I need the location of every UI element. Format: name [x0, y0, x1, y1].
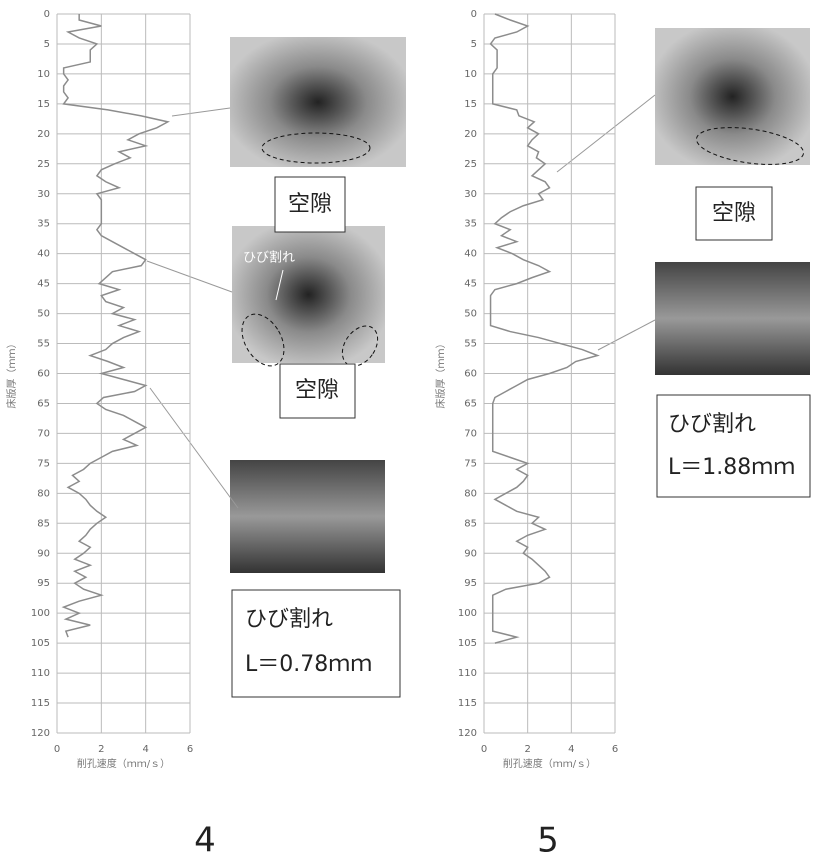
y-tick-label: 5: [471, 39, 477, 50]
y-tick-label: 65: [464, 398, 477, 409]
y-axis-title: 床版厚（ｍｍ）: [5, 339, 18, 409]
y-tick-label: 110: [31, 668, 50, 679]
photo: [655, 262, 810, 375]
x-tick-label: 4: [142, 744, 148, 755]
arrow: [598, 320, 655, 350]
x-tick-label: 4: [568, 744, 574, 755]
y-tick-label: 50: [37, 309, 50, 320]
photo: [655, 28, 810, 165]
y-tick-label: 10: [37, 69, 50, 80]
y-tick-label: 40: [464, 249, 477, 260]
annotation: 空隙: [712, 201, 756, 226]
y-tick-label: 0: [471, 9, 477, 20]
y-tick-label: 5: [44, 39, 50, 50]
y-tick-label: 95: [464, 578, 477, 589]
photo: [232, 226, 385, 363]
y-tick-label: 35: [37, 219, 50, 230]
y-tick-label: 100: [458, 608, 477, 619]
y-tick-label: 90: [464, 548, 477, 559]
annotation: 空隙: [288, 192, 332, 217]
y-tick-label: 30: [37, 189, 50, 200]
photo: [230, 37, 406, 167]
y-tick-label: 45: [37, 279, 50, 290]
arrow: [172, 108, 230, 116]
y-tick-label: 65: [37, 398, 50, 409]
y-tick-label: 90: [37, 548, 50, 559]
x-tick-label: 6: [612, 744, 618, 755]
y-tick-label: 110: [458, 668, 477, 679]
x-tick-label: 2: [98, 744, 104, 755]
y-tick-label: 75: [464, 458, 477, 469]
y-tick-label: 85: [37, 518, 50, 529]
annotation: ひび割れ: [668, 412, 756, 437]
y-tick-label: 25: [464, 159, 477, 170]
y-tick-label: 15: [37, 99, 50, 110]
y-tick-label: 80: [37, 488, 50, 499]
x-axis-title: 削孔速度（ｍｍ/ｓ）: [77, 757, 170, 770]
y-tick-label: 115: [31, 698, 50, 709]
x-tick-label: 0: [54, 744, 60, 755]
y-tick-label: 120: [31, 728, 50, 739]
y-axis-title: 床版厚（ｍｍ）: [434, 339, 447, 409]
y-tick-label: 25: [37, 159, 50, 170]
x-tick-label: 6: [187, 744, 193, 755]
y-tick-label: 60: [464, 369, 477, 380]
panel-label: 4: [194, 821, 216, 861]
y-tick-label: 30: [464, 189, 477, 200]
arrow: [150, 388, 238, 508]
y-tick-label: 80: [464, 488, 477, 499]
y-tick-label: 105: [458, 638, 477, 649]
x-tick-label: 2: [524, 744, 530, 755]
y-tick-label: 85: [464, 518, 477, 529]
y-tick-label: 20: [464, 129, 477, 140]
y-tick-label: 55: [37, 339, 50, 350]
y-tick-label: 115: [458, 698, 477, 709]
y-tick-label: 45: [464, 279, 477, 290]
y-tick-label: 70: [37, 428, 50, 439]
x-axis-title: 削孔速度（ｍｍ/ｓ）: [503, 757, 596, 770]
y-tick-label: 35: [464, 219, 477, 230]
photo: [230, 460, 385, 573]
y-tick-label: 20: [37, 129, 50, 140]
figure: 空隙 空隙 ひび割れ ひび割れ L＝0.78ｍｍ 空隙 ひび割れ L＝1.88ｍ…: [0, 0, 830, 865]
y-tick-label: 55: [464, 339, 477, 350]
annotation: L＝1.88ｍｍ: [668, 455, 795, 480]
y-tick-label: 15: [464, 99, 477, 110]
y-tick-label: 75: [37, 458, 50, 469]
y-tick-label: 40: [37, 249, 50, 260]
y-tick-label: 70: [464, 428, 477, 439]
y-tick-label: 10: [464, 69, 477, 80]
data-line: [491, 14, 598, 643]
y-tick-label: 120: [458, 728, 477, 739]
y-tick-label: 95: [37, 578, 50, 589]
annotation: ひび割れ: [243, 250, 295, 266]
x-tick-label: 0: [481, 744, 487, 755]
y-tick-label: 0: [44, 9, 50, 20]
y-tick-label: 100: [31, 608, 50, 619]
data-line: [64, 14, 168, 637]
annotation: L＝0.78ｍｍ: [245, 652, 372, 677]
y-tick-label: 105: [31, 638, 50, 649]
annotation: 空隙: [295, 378, 339, 403]
panel-label: 5: [537, 821, 559, 861]
annotation-box: [657, 395, 810, 497]
y-tick-label: 60: [37, 369, 50, 380]
annotation: ひび割れ: [245, 607, 333, 632]
y-tick-label: 50: [464, 309, 477, 320]
